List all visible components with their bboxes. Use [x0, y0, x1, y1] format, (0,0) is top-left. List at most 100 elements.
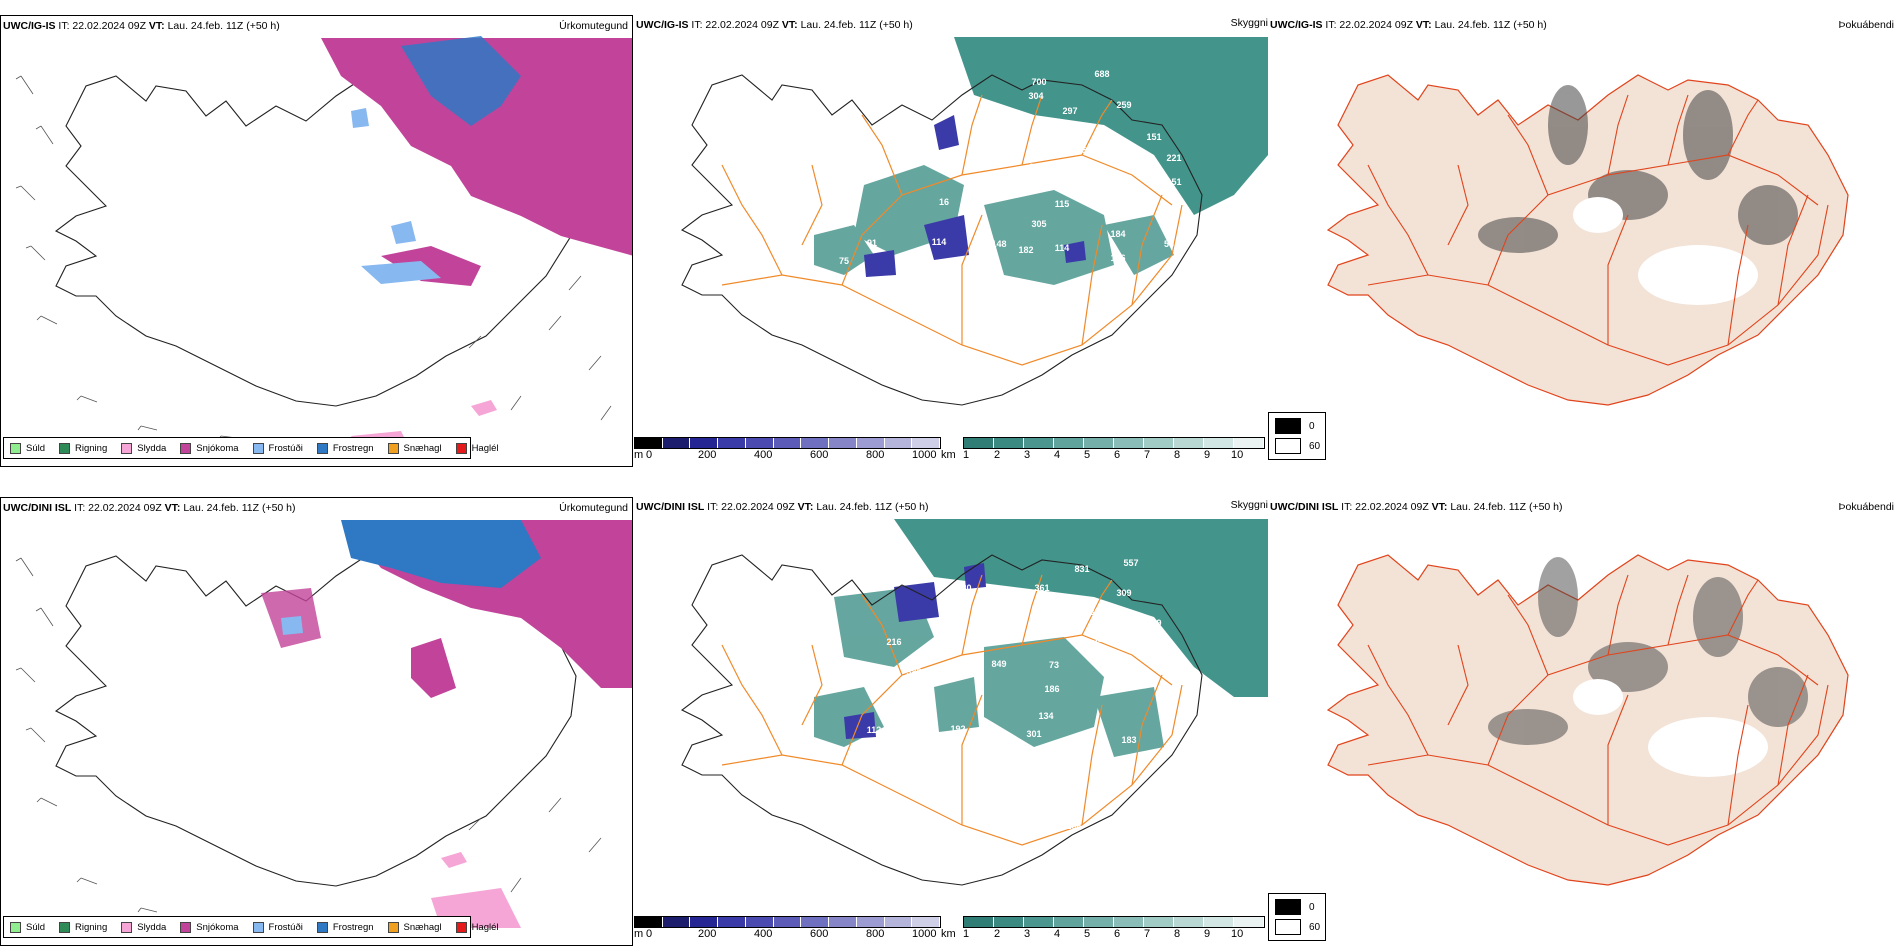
colorbar-step [635, 438, 663, 448]
legend-item-rigning: Rigning [59, 921, 107, 933]
legend-item-sudl: Súld [10, 442, 45, 454]
colorbar-tick: 1 [963, 928, 970, 940]
legend-swatch [59, 921, 71, 933]
legend-item-frostudi: Frostúði [252, 921, 303, 933]
legend-item-frostregn: Frostregn [316, 442, 374, 454]
fog-legend-row2: 0 60 [1268, 893, 1326, 941]
colorbar-tick: 4 [1054, 928, 1061, 940]
precip-map-row2 [15, 520, 632, 928]
legend-item-frostudi: Frostúði [252, 442, 303, 454]
fog-legend-top: 0 [1309, 901, 1315, 913]
peak-height-label: 216 [886, 637, 901, 647]
fog-map-row2 [1327, 554, 1849, 886]
peak-height-label: 227 [996, 633, 1011, 643]
colorbar-step [745, 917, 774, 927]
fog-legend-bottom: 60 [1309, 921, 1321, 933]
legend-swatch [10, 921, 21, 933]
fog-title-row2: Þokuábendi [1838, 501, 1894, 513]
colorbar-tick: 200 [698, 928, 717, 940]
legend-item-snjokoma: Snjókoma [180, 921, 239, 933]
legend-item-snaehagl: Snæhagl [387, 921, 442, 933]
peak-height-label: 115 [1055, 199, 1070, 209]
colorbar-step [1234, 917, 1264, 927]
legend-swatch [316, 442, 328, 454]
colorbar-ramp [963, 437, 1265, 449]
colorbar-step [1024, 438, 1054, 448]
colorbar-tick: 10 [1231, 449, 1244, 461]
fog-title-row1: Þokuábendi [1838, 19, 1894, 31]
glacier-white [1573, 679, 1768, 777]
colorbar-unit: m [634, 449, 644, 461]
colorbar-step [1204, 917, 1234, 927]
peak-labels-row1: 700 688 304 297 259 763 372 151 466 347 221 05 151 11… [839, 69, 1182, 266]
peak-height-label: 73 [1049, 660, 1059, 670]
colorbar-step [884, 438, 913, 448]
colorbar-tick: 9 [1204, 928, 1211, 940]
peak-height-label: 581 [1092, 634, 1107, 644]
legend-swatch [387, 442, 399, 454]
visibility-header-row1: UWC/IG-IS IT: 22.02.2024 09Z VT: Lau. 24… [636, 19, 913, 31]
colorbar-tick: 1000 [912, 449, 937, 461]
colorbar-tick: 400 [754, 449, 773, 461]
colorbar-step [912, 917, 941, 927]
colorbar-step [1054, 917, 1084, 927]
peak-height-label: 466 [1076, 145, 1091, 155]
colorbar-ramp [634, 916, 941, 928]
colorbar-step [773, 438, 802, 448]
colorbar-step [1144, 438, 1174, 448]
colorbar-ramp [634, 437, 941, 449]
legend-swatch [180, 921, 192, 933]
colorbar-step [718, 438, 746, 448]
peak-height-label: 849 [991, 659, 1006, 669]
legend-item-frostregn: Frostregn [316, 921, 374, 933]
colorbar-tick: 600 [810, 449, 829, 461]
colorbar-tick: 2 [994, 449, 1001, 461]
fog-shading [1478, 85, 1798, 253]
colorbar-unit: km [941, 928, 956, 940]
fog-header-row2: UWC/DINI ISL IT: 22.02.2024 09Z VT: Lau.… [1270, 501, 1563, 513]
colorbar-step [635, 917, 663, 927]
legend-item-haglel: Haglél [455, 442, 499, 454]
fog-legend-black-swatch [1275, 899, 1301, 915]
precip-legend-row2: Súld Rigning Slydda Snjókoma Frostúði Fr… [3, 916, 499, 938]
snow-area [261, 520, 632, 698]
peak-height-label: 230 [956, 583, 971, 593]
fog-legend-black-swatch [1275, 418, 1301, 434]
peak-height-label: 305 [1031, 219, 1046, 229]
peak-height-label: 182 [1018, 245, 1033, 255]
peak-height-label: 700 [1031, 77, 1046, 87]
colorbar-step [912, 438, 941, 448]
peak-height-label: 297 [1062, 106, 1077, 116]
colorbar-tick: 5 [1084, 449, 1091, 461]
colorbar-tick: 7 [1144, 928, 1151, 940]
colorbar-step [856, 438, 885, 448]
peak-height-label: 91 [867, 238, 877, 248]
legend-swatch [59, 442, 71, 454]
colorbar-tick: 5 [1084, 928, 1091, 940]
colorbar-step [1114, 438, 1144, 448]
legend-swatch [387, 921, 399, 933]
fog-legend-bottom: 60 [1309, 440, 1321, 452]
colorbar-tick: 8 [1174, 449, 1181, 461]
precip-title-row1: Úrkomutegund [559, 20, 628, 32]
colorbar-visibility-row2: km 1 2 3 4 5 6 7 8 9 10 [941, 912, 1266, 946]
fog-header-row1: UWC/IG-IS IT: 22.02.2024 09Z VT: Lau. 24… [1270, 19, 1547, 31]
legend-swatch [455, 442, 467, 454]
fog-panel-row2: UWC/DINI ISL IT: 22.02.2024 09Z VT: Lau.… [1268, 497, 1900, 946]
peak-height-label: 852 [1118, 639, 1133, 649]
colorbar-step [1084, 917, 1114, 927]
peak-height-label: 388 [906, 667, 921, 677]
visibility-header-row2: UWC/DINI ISL IT: 22.02.2024 09Z VT: Lau.… [636, 501, 929, 513]
colorbar-tick: 0 [646, 928, 653, 940]
colorbar-unit: m [634, 928, 644, 940]
visibility-panel-row2: 831 557 361 309 239 562 189 581 852 227 849 73 186 13… [634, 497, 1268, 946]
colorbar-step [1174, 438, 1204, 448]
colorbar-step [884, 917, 913, 927]
visibility-map-row2: 831 557 361 309 239 562 189 581 852 227 849 73 186 13… [681, 519, 1268, 886]
colorbar-step [745, 438, 774, 448]
colorbar-step [690, 917, 719, 927]
colorbar-tick: 4 [1054, 449, 1061, 461]
peak-height-label: 347 [1111, 155, 1126, 165]
colorbar-tick: 200 [698, 449, 717, 461]
freezing-drizzle-area [351, 108, 441, 284]
